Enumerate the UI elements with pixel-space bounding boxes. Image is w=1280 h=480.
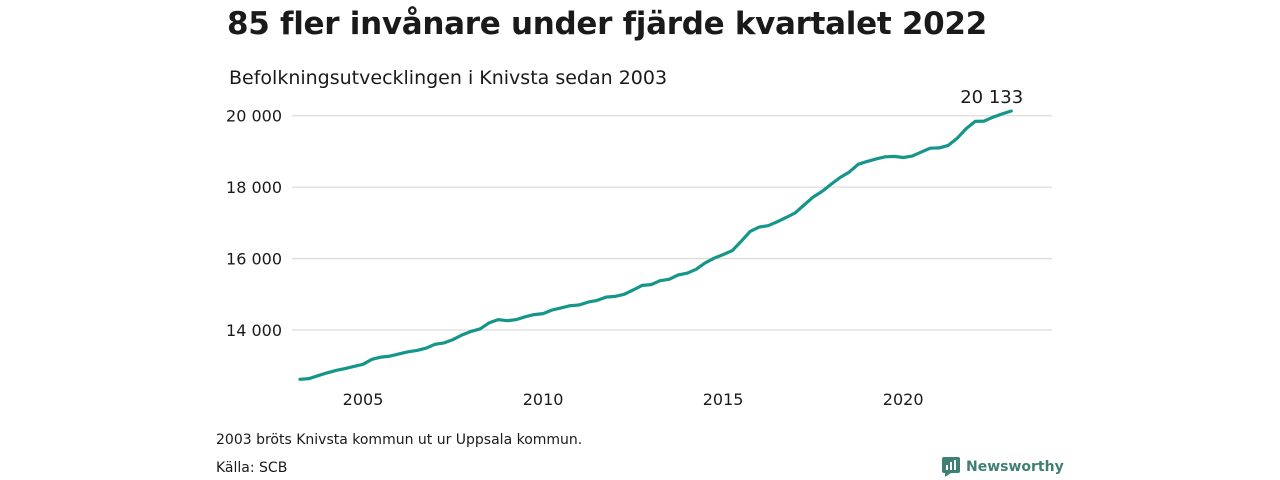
chart-subtitle: Befolkningsutvecklingen i Knivsta sedan … [229, 67, 668, 89]
chart-title: 85 fler invånare under fjärde kvartalet … [227, 6, 987, 42]
y-axis-ticks: 14 000 16 000 18 000 20 000 [226, 107, 282, 340]
x-tick-label: 2020 [883, 390, 924, 409]
newsworthy-brand[interactable]: Newsworthy [942, 457, 1064, 477]
x-tick-label: 2005 [343, 390, 384, 409]
chart-note: 2003 bröts Knivsta kommun ut ur Uppsala … [216, 432, 583, 448]
series-group [298, 109, 1013, 381]
x-axis-ticks: 2005 2010 2015 2020 [343, 390, 924, 409]
newsworthy-logo-icon [942, 457, 960, 477]
series-line-0 [298, 109, 1013, 381]
x-tick-label: 2015 [703, 390, 744, 409]
y-tick-label: 18 000 [226, 178, 282, 197]
annotation-group: 20 133 [960, 87, 1023, 108]
y-tick-label: 20 000 [226, 107, 282, 126]
x-tick-label: 2010 [523, 390, 564, 409]
brand-name: Newsworthy [966, 459, 1064, 475]
end-value-label: 20 133 [960, 87, 1023, 108]
y-tick-label: 14 000 [226, 321, 282, 340]
y-tick-label: 16 000 [226, 250, 282, 269]
gridlines [292, 115, 1052, 331]
chart-source: Källa: SCB [216, 460, 288, 476]
